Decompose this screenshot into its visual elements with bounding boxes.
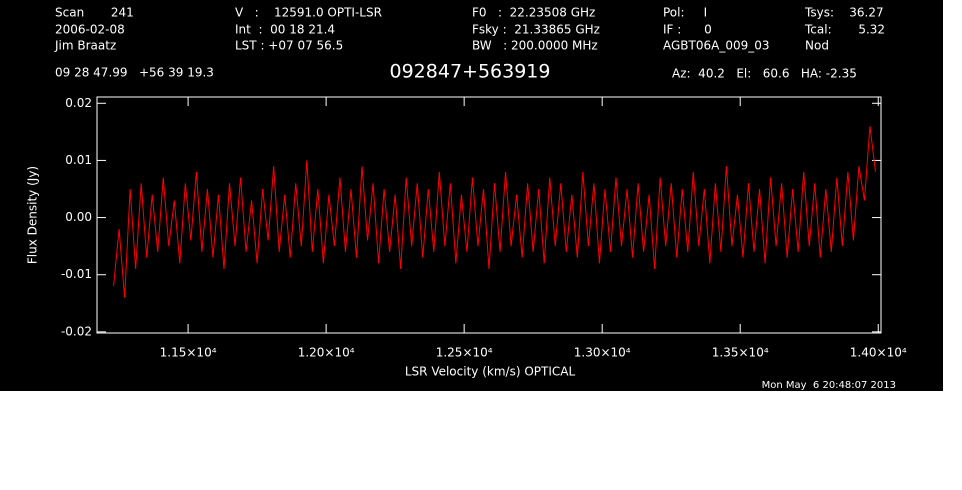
header-field: F0 : 22.23508 GHz [472, 6, 595, 20]
header-field: Tcal: 5.32 [804, 23, 885, 37]
source-name: 092847+563919 [390, 61, 551, 83]
header-field: AGBT06A_009_03 [663, 39, 770, 53]
x-axis-title: LSR Velocity (km/s) OPTICAL [405, 365, 576, 379]
coordinates: 09 28 47.99 +56 39 19.3 [55, 66, 214, 80]
header-field: Nod [805, 39, 829, 53]
timestamp: Mon May 6 20:48:07 2013 [762, 380, 896, 391]
header-field: Tsys: 36.27 [804, 6, 884, 20]
header-field: LST : +07 07 56.5 [235, 39, 343, 53]
x-tick-label: 1.35×10⁴ [712, 346, 769, 360]
x-tick-label: 1.20×10⁴ [298, 346, 355, 360]
header-field: Pol: I [663, 6, 707, 20]
y-tick-label: 0.00 [65, 210, 92, 224]
spectrum-line [113, 126, 876, 298]
header-field: V : 12591.0 OPTI-LSR [235, 6, 382, 20]
y-tick-label: 0.02 [65, 96, 92, 110]
y-tick-label: 0.01 [65, 153, 92, 167]
header-field: Fsky : 21.33865 GHz [472, 23, 600, 37]
header-field: Scan 241 [55, 6, 134, 20]
x-tick-label: 1.30×10⁴ [574, 346, 631, 360]
header-field: Jim Braatz [54, 39, 116, 53]
header-field: Int : 00 18 21.4 [235, 23, 335, 37]
x-tick-label: 1.15×10⁴ [160, 346, 217, 360]
header-field: 2006-02-08 [55, 23, 125, 37]
header-field: BW : 200.0000 MHz [472, 39, 598, 53]
y-axis-title: Flux Density (Jy) [26, 166, 40, 264]
y-tick-label: -0.02 [61, 324, 92, 338]
header-field: IF : 0 [663, 23, 712, 37]
x-tick-label: 1.40×10⁴ [850, 346, 907, 360]
x-tick-label: 1.25×10⁴ [436, 346, 493, 360]
y-tick-label: -0.01 [61, 267, 92, 281]
pointing: Az: 40.2 El: 60.6 HA: -2.35 [672, 67, 857, 81]
plot-frame [96, 96, 882, 334]
